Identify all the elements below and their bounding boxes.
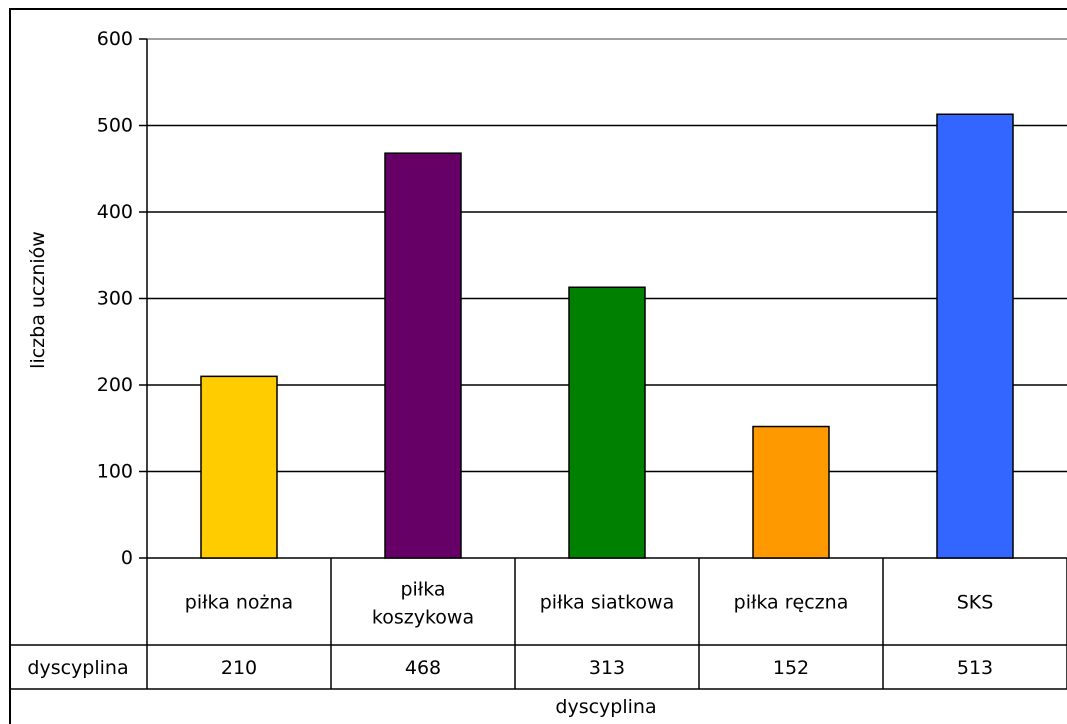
bar bbox=[568, 286, 646, 559]
bar bbox=[200, 375, 278, 559]
x-axis-title: dyscyplina bbox=[555, 696, 656, 718]
y-tick-label: 600 bbox=[97, 28, 133, 50]
bar bbox=[936, 113, 1014, 559]
table-value: 152 bbox=[773, 657, 809, 679]
x-category-label-line: koszykowa bbox=[372, 607, 474, 629]
table-value: 468 bbox=[405, 657, 441, 679]
x-category-label-line: piłka bbox=[400, 579, 445, 601]
data-table: dyscyplina piłka nożna 210 piłka koszykowa 46… bbox=[9, 558, 1067, 690]
x-category-label: piłka koszykowa bbox=[372, 579, 474, 629]
y-axis-title: liczba uczniów bbox=[27, 231, 49, 369]
table-value: 513 bbox=[957, 657, 993, 679]
table-value: 210 bbox=[221, 657, 257, 679]
y-axis-ticks: 0 100 200 300 400 500 600 bbox=[97, 28, 1067, 569]
bar bbox=[384, 152, 462, 559]
x-category-label: piłka ręczna bbox=[734, 592, 849, 614]
x-category-label: piłka nożna bbox=[185, 592, 293, 614]
y-tick-label: 500 bbox=[97, 115, 133, 137]
y-tick-label: 400 bbox=[97, 201, 133, 223]
bar bbox=[752, 425, 830, 559]
x-category-label: SKS bbox=[957, 592, 994, 614]
y-tick-label: 0 bbox=[121, 547, 133, 569]
table-value: 313 bbox=[589, 657, 625, 679]
table-row-label: dyscyplina bbox=[27, 657, 128, 679]
y-tick-label: 300 bbox=[97, 288, 133, 310]
x-category-label: piłka siatkowa bbox=[540, 592, 675, 614]
y-tick-label: 200 bbox=[97, 374, 133, 396]
y-tick-label: 100 bbox=[97, 461, 133, 483]
bars bbox=[200, 113, 1014, 559]
chart-frame bbox=[9, 8, 1067, 724]
